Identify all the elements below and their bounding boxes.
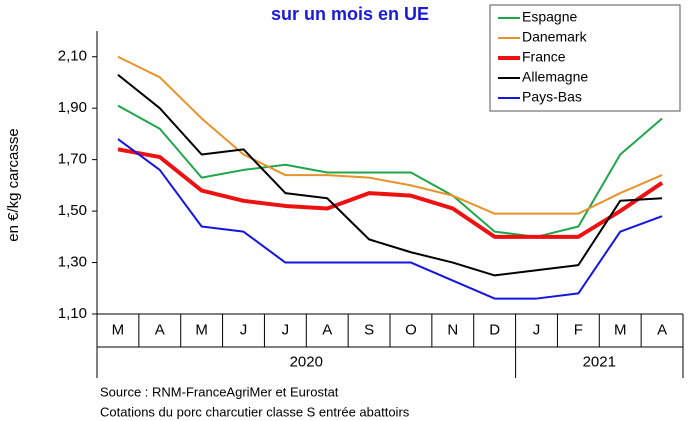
x-tick-label: M [195,321,208,338]
x-tick-label: N [447,321,458,338]
x-tick-label: M [614,321,627,338]
y-tick-label: 1,70 [58,151,87,168]
x-tick-label: A [322,321,332,338]
y-tick-label: 2,10 [58,48,87,65]
x-tick-label: A [657,321,667,338]
legend-label: France [522,49,566,65]
x-tick-label: J [282,321,290,338]
x-tick-label: O [405,321,417,338]
source-note: Source : RNM-FranceAgriMer et Eurostat [100,384,339,399]
y-tick-label: 1,50 [58,202,87,219]
legend-label: Danemark [522,29,588,45]
chart-title: sur un mois en UE [271,4,429,24]
x-tick-label: F [574,321,583,338]
legend-label: Pays-Bas [522,89,582,105]
series-line [117,147,664,239]
legend-box [489,4,681,112]
series-line [117,55,663,215]
y-tick-label: 1,10 [58,305,87,322]
series-line [117,138,663,300]
x-tick-label: D [489,321,500,338]
series-line [117,73,663,277]
y-tick-label: 1,90 [58,99,87,116]
x-tick-label: J [240,321,248,338]
legend-label: Espagne [522,9,577,25]
y-tick-label: 1,30 [58,254,87,271]
x-tick-label: M [112,321,125,338]
footnote: Cotations du porc charcutier classe S en… [100,404,410,419]
x-tick-label: J [533,321,541,338]
x-tick-label: S [364,321,374,338]
legend-label: Allemagne [522,69,588,85]
y-axis-label: en €/kg carcasse [5,128,22,241]
group-label: 2020 [290,353,323,370]
x-tick-label: A [155,321,165,338]
group-label: 2021 [583,353,616,370]
series-line [117,104,663,238]
